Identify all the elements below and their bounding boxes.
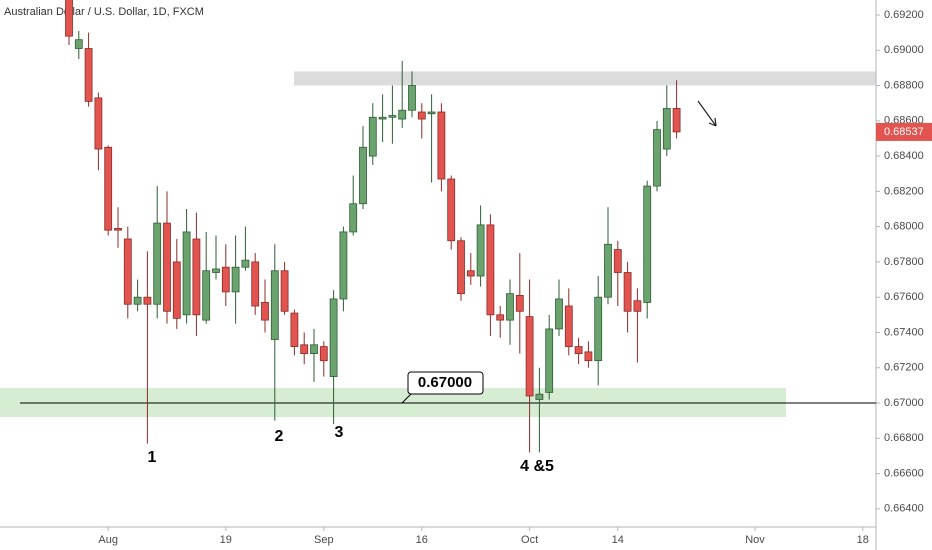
candle-body [662,108,671,150]
candle-body [339,231,348,300]
annotation: 1 [148,449,157,466]
candle-body [604,243,612,298]
last-price-label: 0.68537 [884,126,924,138]
candle-body [515,295,524,312]
candle-body [643,185,652,303]
candle-body [388,115,397,118]
candle-body [163,222,171,312]
candle-body [417,111,426,120]
x-tick-label: 16 [416,534,428,546]
candle-body [398,109,407,120]
candle-body [506,293,514,321]
candle-body [378,116,387,120]
x-tick-label: Nov [745,534,765,546]
level-callout: 0.67000 [401,371,484,404]
candle-body [329,298,338,377]
y-tick-label: 0.68800 [884,79,924,91]
candle-body [231,266,240,293]
y-tick-label: 0.67600 [884,291,924,303]
candle-body [613,249,622,273]
candle-body [114,228,122,231]
candle-body [623,272,632,312]
x-tick-label: 14 [612,534,624,546]
candle-body [133,296,142,305]
candle-body [251,261,260,307]
arrow [697,100,717,127]
x-tick-label: Oct [521,534,538,546]
candle-body [94,97,103,150]
candle-body [290,312,299,347]
candle-body [182,231,191,316]
candle-body [319,346,328,362]
candle-body [65,0,73,37]
candle-body [584,351,593,362]
y-tick-label: 0.67000 [884,397,924,409]
x-tick-label: Aug [98,534,118,546]
chart-title: Australian Dollar / U.S. Dollar, 1D, FXC… [4,6,204,18]
y-tick-label: 0.68000 [884,221,924,233]
callout-pointer [401,392,413,404]
y-tick-label: 0.67800 [884,256,924,268]
candle-body [594,296,603,362]
y-tick-label: 0.67200 [884,362,924,374]
candle-body [212,268,220,273]
candle-body [486,224,495,316]
candle-body [221,266,230,293]
candle-body [84,48,93,102]
candle-body [457,240,465,295]
candle-body [104,146,113,231]
candle-body [300,344,309,355]
candle-body [241,259,250,268]
y-tick-label: 0.66600 [884,467,924,479]
callout-label: 0.67000 [418,374,472,391]
y-tick-label: 0.66800 [884,432,924,444]
candle-body [368,116,377,157]
y-tick-label: 0.69200 [884,9,924,21]
candle-body [153,222,162,305]
candle-body [74,39,83,49]
candle-body [202,270,211,321]
x-tick-label: 18 [857,534,869,546]
candle-body [545,328,554,393]
y-tick-label: 0.66400 [884,503,924,515]
candle-body [427,111,436,115]
annotation: 2 [275,428,284,445]
candle-body [496,314,505,321]
candle-body [525,316,534,397]
candle-body [310,344,318,355]
candle-body [564,305,573,347]
y-tick-label: 0.67400 [884,326,924,338]
y-tick-label: 0.68400 [884,150,924,162]
last-price-box [876,122,932,141]
y-tick-label: 0.69000 [884,44,924,56]
callout-box [407,371,484,395]
candle-body [123,238,132,305]
candle-body [261,302,269,321]
candle-body [633,300,642,312]
y-tick-label: 0.68200 [884,185,924,197]
annotation: 4 &5 [520,458,554,475]
annotation: 3 [335,424,344,441]
candle-body [172,261,181,319]
candle-body [192,238,201,316]
candle-body [280,270,289,312]
candle-body [349,203,358,233]
candle-body [359,146,367,205]
x-tick-label: Sep [314,534,334,546]
candle-body [447,178,456,242]
candle-body [476,224,485,277]
candle-body [672,108,681,133]
zone [294,71,876,86]
candle-body [555,298,563,330]
candle-body [270,270,279,340]
x-tick-label: 19 [220,534,232,546]
candle-body [408,85,416,111]
candle-body [437,111,446,180]
candle-body [466,270,475,277]
candle-body [143,296,152,305]
candle-body [653,129,661,187]
candle-body [574,346,583,355]
candle-body [535,393,544,400]
